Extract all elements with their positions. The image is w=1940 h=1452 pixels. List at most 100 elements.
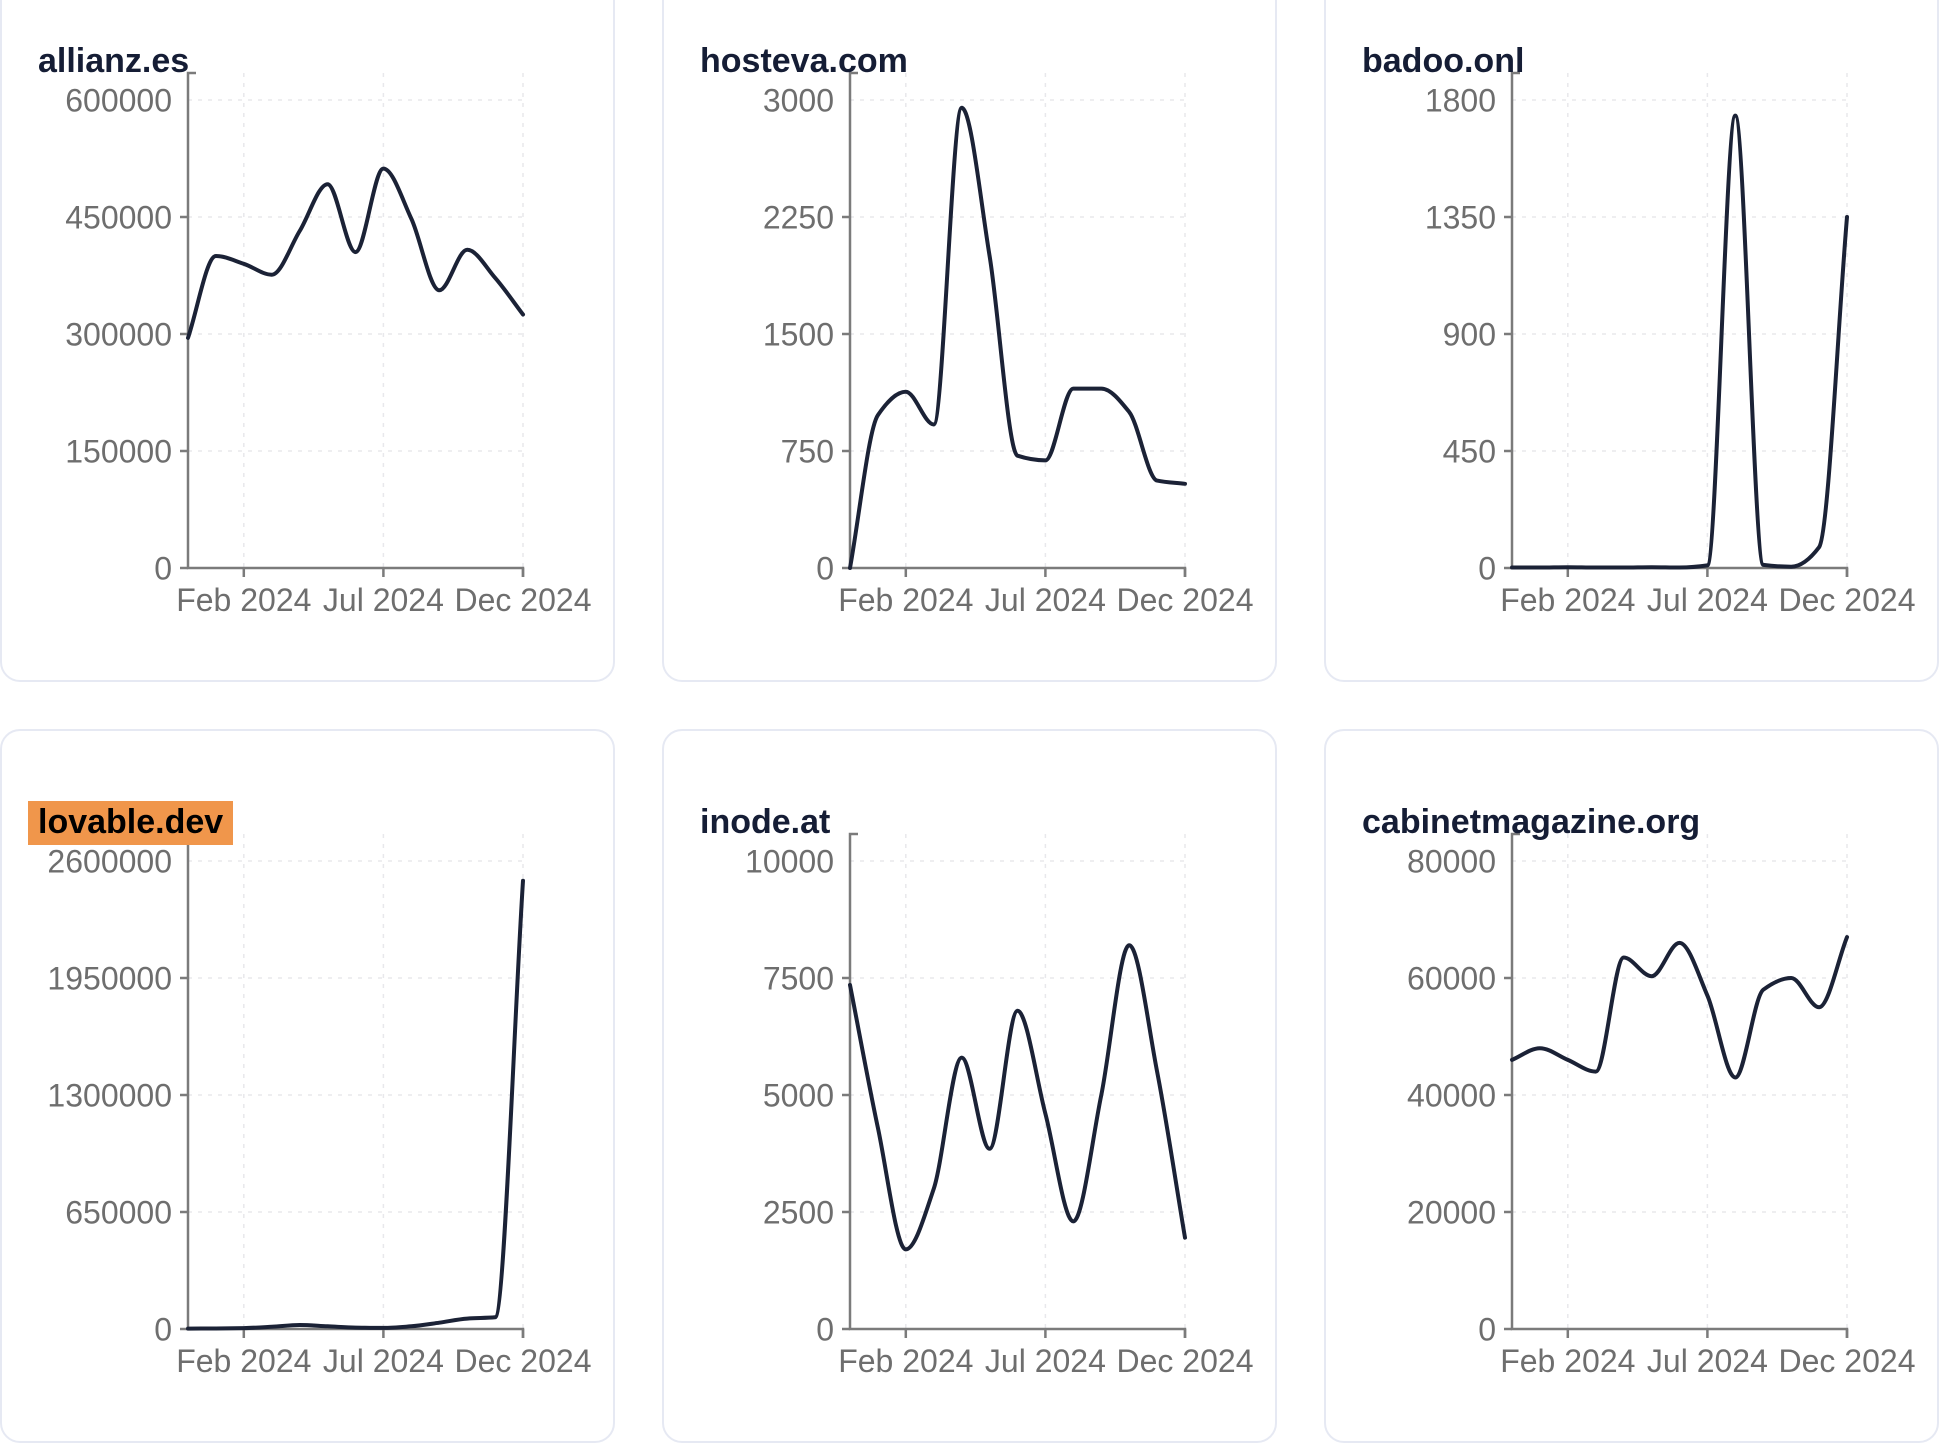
chart-title: hosteva.com xyxy=(700,42,908,81)
gridlines xyxy=(850,73,1186,568)
svg-text:Feb 2024: Feb 2024 xyxy=(176,582,311,618)
svg-text:0: 0 xyxy=(154,551,172,587)
svg-text:300000: 300000 xyxy=(65,317,172,353)
svg-text:7500: 7500 xyxy=(763,961,834,997)
svg-text:Dec 2024: Dec 2024 xyxy=(455,1343,592,1379)
svg-text:Dec 2024: Dec 2024 xyxy=(455,582,592,618)
svg-text:20000: 20000 xyxy=(1407,1195,1496,1231)
y-tick-labels: 0 150000 300000 450000 600000 xyxy=(65,83,172,587)
svg-text:Jul 2024: Jul 2024 xyxy=(323,1343,444,1379)
svg-text:450: 450 xyxy=(1443,434,1496,470)
y-tick-labels: 0 20000 40000 60000 80000 xyxy=(1407,844,1496,1348)
svg-text:0: 0 xyxy=(816,1312,834,1348)
gridlines xyxy=(1512,834,1848,1329)
site-card-allianz-es[interactable]: allianz.es 0 150000 300000 450000 600000 Feb … xyxy=(0,0,615,682)
x-tick-labels: Feb 2024 Jul 2024 Dec 2024 xyxy=(176,1343,591,1379)
card-title-wrap: hosteva.com xyxy=(700,42,908,81)
svg-text:60000: 60000 xyxy=(1407,961,1496,997)
traffic-line-chart: 0 2500 5000 7500 10000 Feb 2024 Jul 2024 Dec 20… xyxy=(745,832,1253,1379)
svg-text:Feb 2024: Feb 2024 xyxy=(1500,582,1635,618)
svg-text:1300000: 1300000 xyxy=(47,1078,172,1114)
site-card-lovable-dev[interactable]: lovable.dev 0 650000 1300000 1950000 2600000… xyxy=(0,729,615,1443)
axes xyxy=(180,832,525,1338)
svg-text:0: 0 xyxy=(1478,1312,1496,1348)
svg-text:Feb 2024: Feb 2024 xyxy=(838,1343,973,1379)
svg-text:Jul 2024: Jul 2024 xyxy=(1647,582,1768,618)
site-card-inode-at[interactable]: inode.at 0 2500 5000 7500 10000 Feb 2024 Jul 2… xyxy=(662,729,1277,1443)
axes xyxy=(1504,71,1849,577)
chart-title: inode.at xyxy=(700,803,831,842)
svg-text:Dec 2024: Dec 2024 xyxy=(1117,1343,1254,1379)
traffic-line-chart: 0 750 1500 2250 3000 Feb 2024 Jul 2024 Dec 2024 xyxy=(763,71,1253,618)
traffic-series-line xyxy=(1510,113,1849,570)
x-tick-labels: Feb 2024 Jul 2024 Dec 2024 xyxy=(1500,582,1915,618)
axes xyxy=(180,71,525,577)
chart-title: cabinetmagazine.org xyxy=(1362,803,1701,842)
svg-text:0: 0 xyxy=(154,1312,172,1348)
svg-text:40000: 40000 xyxy=(1407,1078,1496,1114)
svg-text:1800: 1800 xyxy=(1425,83,1496,119)
traffic-series-line xyxy=(186,878,525,1331)
svg-text:900: 900 xyxy=(1443,317,1496,353)
svg-text:Dec 2024: Dec 2024 xyxy=(1779,1343,1916,1379)
gridlines xyxy=(188,834,524,1329)
chart-title: allianz.es xyxy=(38,42,190,81)
svg-text:Feb 2024: Feb 2024 xyxy=(176,1343,311,1379)
card-title-wrap: badoo.onl xyxy=(1362,42,1524,81)
svg-text:Dec 2024: Dec 2024 xyxy=(1779,582,1916,618)
svg-text:Dec 2024: Dec 2024 xyxy=(1117,582,1254,618)
svg-text:0: 0 xyxy=(1478,551,1496,587)
y-tick-labels: 0 750 1500 2250 3000 xyxy=(763,83,834,587)
card-title-wrap: inode.at xyxy=(700,803,830,842)
gridlines xyxy=(1512,73,1848,568)
site-card-badoo-onl[interactable]: badoo.onl 0 450 900 1350 1800 Feb 2024 Jul 202… xyxy=(1324,0,1939,682)
svg-text:750: 750 xyxy=(781,434,834,470)
gridlines xyxy=(188,73,524,568)
traffic-line-chart: 0 150000 300000 450000 600000 Feb 2024 Jul 202… xyxy=(65,71,591,618)
svg-text:Jul 2024: Jul 2024 xyxy=(985,582,1106,618)
x-tick-labels: Feb 2024 Jul 2024 Dec 2024 xyxy=(838,1343,1253,1379)
svg-text:5000: 5000 xyxy=(763,1078,834,1114)
svg-text:650000: 650000 xyxy=(65,1195,172,1231)
svg-text:450000: 450000 xyxy=(65,200,172,236)
svg-text:Feb 2024: Feb 2024 xyxy=(838,582,973,618)
y-tick-labels: 0 650000 1300000 1950000 2600000 xyxy=(47,844,172,1348)
svg-text:1500: 1500 xyxy=(763,317,834,353)
axes xyxy=(842,832,1187,1338)
traffic-line-chart: 0 650000 1300000 1950000 2600000 Feb 2024 Jul … xyxy=(47,832,591,1379)
axes xyxy=(1504,832,1849,1338)
svg-text:Jul 2024: Jul 2024 xyxy=(985,1343,1106,1379)
svg-text:10000: 10000 xyxy=(745,844,834,880)
svg-text:2500: 2500 xyxy=(763,1195,834,1231)
svg-text:80000: 80000 xyxy=(1407,844,1496,880)
chart-title: badoo.onl xyxy=(1362,42,1525,81)
svg-text:1950000: 1950000 xyxy=(47,961,172,997)
y-tick-labels: 0 2500 5000 7500 10000 xyxy=(745,844,834,1348)
site-card-hosteva-com[interactable]: hosteva.com 0 750 1500 2250 3000 Feb 2024 Jul … xyxy=(662,0,1277,682)
svg-text:2250: 2250 xyxy=(763,200,834,236)
svg-text:0: 0 xyxy=(816,551,834,587)
y-tick-labels: 0 450 900 1350 1800 xyxy=(1425,83,1496,587)
traffic-series-line xyxy=(848,105,1187,570)
svg-text:1350: 1350 xyxy=(1425,200,1496,236)
card-title-wrap: lovable.dev xyxy=(28,801,234,846)
x-tick-labels: Feb 2024 Jul 2024 Dec 2024 xyxy=(1500,1343,1915,1379)
svg-text:3000: 3000 xyxy=(763,83,834,119)
x-tick-labels: Feb 2024 Jul 2024 Dec 2024 xyxy=(838,582,1253,618)
svg-text:600000: 600000 xyxy=(65,83,172,119)
x-tick-labels: Feb 2024 Jul 2024 Dec 2024 xyxy=(176,582,591,618)
card-title-wrap: cabinetmagazine.org xyxy=(1362,803,1700,842)
axes xyxy=(842,71,1187,577)
svg-text:2600000: 2600000 xyxy=(47,844,172,880)
svg-text:Jul 2024: Jul 2024 xyxy=(323,582,444,618)
traffic-line-chart: 0 450 900 1350 1800 Feb 2024 Jul 2024 Dec 2024 xyxy=(1425,71,1915,618)
site-card-cabinetmagazine-org[interactable]: cabinetmagazine.org 0 20000 40000 60000 8000… xyxy=(1324,729,1939,1443)
gridlines xyxy=(850,834,1186,1329)
traffic-line-chart: 0 20000 40000 60000 80000 Feb 2024 Jul 2024 Dec… xyxy=(1407,832,1915,1379)
card-title-wrap: allianz.es xyxy=(38,42,189,81)
chart-title-highlighted: lovable.dev xyxy=(28,801,234,846)
svg-text:150000: 150000 xyxy=(65,434,172,470)
svg-text:Jul 2024: Jul 2024 xyxy=(1647,1343,1768,1379)
traffic-series-line xyxy=(848,943,1187,1252)
